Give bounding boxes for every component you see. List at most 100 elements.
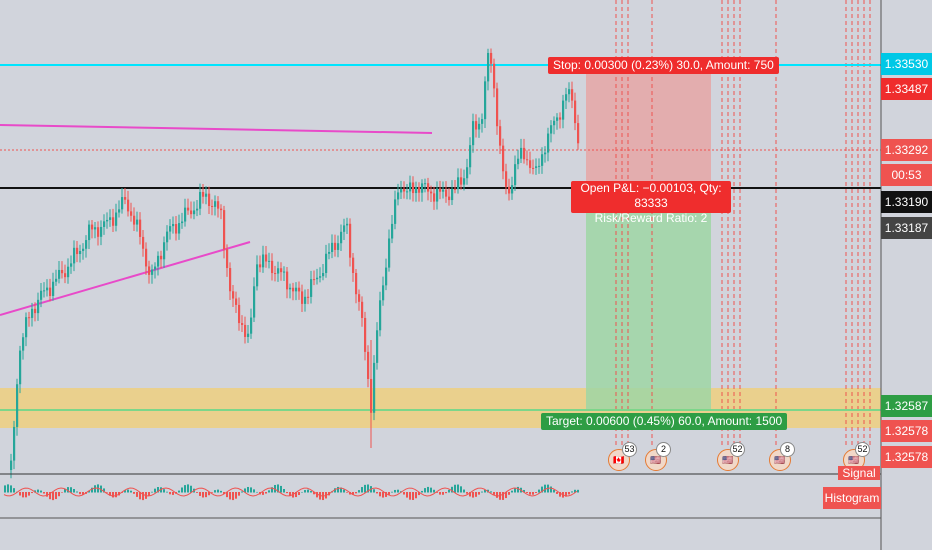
candle-body	[265, 254, 268, 262]
candle-body	[10, 460, 13, 470]
histogram-bar	[394, 489, 396, 493]
histogram-bar	[151, 491, 153, 493]
histogram-bar	[403, 492, 405, 495]
histogram-bar	[355, 492, 357, 494]
histogram-bar	[472, 492, 474, 498]
candle-body	[31, 308, 34, 318]
histogram-bar	[373, 489, 375, 493]
candle-body	[295, 287, 298, 292]
histogram-bar	[94, 485, 96, 493]
histogram-bar	[316, 492, 318, 498]
candle-body	[307, 296, 310, 298]
candle-body	[250, 317, 253, 334]
candle-body	[145, 248, 148, 267]
histogram-bar	[298, 492, 300, 496]
histogram-bar	[208, 492, 210, 496]
histogram-bar	[205, 492, 207, 498]
price-tag-low: 1.32578	[881, 420, 932, 442]
candle-body	[73, 247, 76, 264]
candle-body	[565, 94, 568, 101]
histogram-bar	[169, 492, 171, 495]
histogram-bar	[22, 492, 24, 498]
histogram-bar	[418, 492, 420, 496]
histogram-bar	[340, 487, 342, 493]
price-tag-low-alt: 1.32578	[881, 446, 932, 468]
histogram-bar	[433, 489, 435, 493]
candle-body	[256, 264, 259, 287]
candle-body	[376, 330, 379, 363]
histogram-bar	[364, 484, 366, 493]
candle-body	[202, 191, 205, 197]
candle-body	[127, 199, 130, 212]
candle-body	[139, 219, 142, 237]
candle-body	[79, 250, 82, 255]
histogram-bar	[565, 492, 567, 497]
histogram-bar	[349, 492, 351, 495]
histogram-bar	[226, 492, 228, 498]
candle-body	[544, 152, 547, 155]
candle-body	[229, 268, 232, 292]
candle-body	[316, 277, 319, 280]
histogram-bar	[454, 484, 456, 493]
candle-body	[193, 210, 196, 215]
histogram-bar	[274, 484, 276, 493]
histogram-bar	[184, 485, 186, 493]
candle-body	[412, 182, 415, 194]
signal-legend[interactable]: Signal	[838, 466, 880, 480]
candle-body	[235, 298, 238, 305]
histogram-bar	[301, 491, 303, 493]
target-label[interactable]: Target: 0.00600 (0.45%) 60.0, Amount: 15…	[541, 413, 788, 430]
pnl-panel[interactable]: Open P&L: −0.00103, Qty: 83333 Risk/Rewa…	[571, 181, 731, 225]
price-tag-line: 1.33190	[881, 191, 932, 213]
candle-body	[304, 296, 307, 304]
candle-body	[190, 210, 193, 215]
candle-body	[220, 208, 223, 211]
candle-body	[142, 236, 145, 249]
stop-label[interactable]: Stop: 0.00300 (0.23%) 30.0, Amount: 750	[548, 57, 779, 74]
candle-body	[85, 240, 88, 249]
candle-body	[445, 189, 448, 197]
candle-body	[247, 333, 250, 337]
histogram-bar	[58, 492, 60, 497]
candle-body	[403, 189, 406, 192]
histogram-bar	[424, 488, 426, 493]
histogram-bar	[463, 489, 465, 493]
candle-body	[574, 100, 577, 124]
histogram-legend[interactable]: Histogram	[823, 487, 881, 509]
candle-body	[367, 351, 370, 379]
histogram-bar	[343, 489, 345, 493]
candle-body	[526, 159, 529, 161]
signal-line	[3, 487, 578, 497]
price-tag-last: 1.33292	[881, 139, 932, 161]
candle-body	[181, 221, 184, 224]
histogram-bar	[190, 485, 192, 493]
candle-body	[94, 227, 97, 230]
candle-body	[388, 238, 391, 268]
histogram-bar	[106, 492, 108, 493]
candle-body	[19, 350, 22, 385]
histogram-bar	[91, 487, 93, 493]
price-tag-target: 1.32587	[881, 395, 932, 417]
candle-body	[289, 287, 292, 290]
candle-body	[40, 290, 43, 300]
histogram-bar	[199, 492, 201, 496]
candle-body	[484, 81, 487, 120]
candle-body	[217, 201, 220, 209]
histogram-bar	[397, 489, 399, 493]
event-count-badge: 52	[855, 442, 870, 457]
candle-body	[319, 276, 322, 278]
candle-body	[385, 267, 388, 286]
histogram-bar	[217, 489, 219, 493]
histogram-bar	[439, 492, 441, 495]
histogram-bar	[241, 491, 243, 493]
histogram-bar	[271, 487, 273, 493]
candle-body	[505, 171, 508, 187]
histogram-bar	[445, 492, 447, 494]
histogram-bar	[475, 492, 477, 497]
candle-body	[58, 269, 61, 279]
candle-body	[163, 242, 166, 260]
candle-body	[520, 147, 523, 159]
candle-body	[382, 285, 385, 301]
candle-body	[34, 308, 37, 314]
